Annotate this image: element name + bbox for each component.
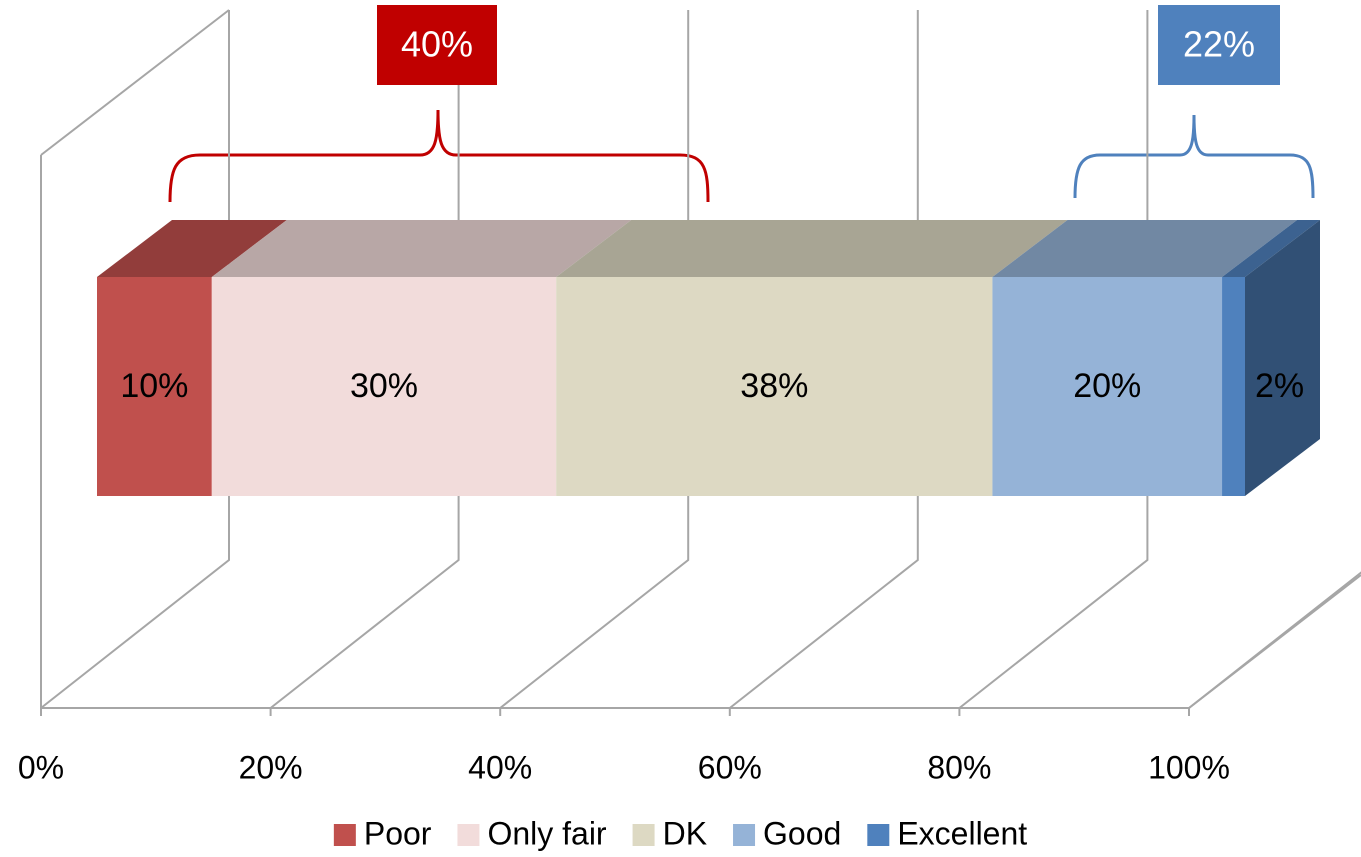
bar	[992, 277, 1223, 496]
x-tick-label: 0%	[18, 749, 64, 785]
grid-line	[269, 10, 460, 709]
annotation-box	[377, 5, 497, 85]
legend-label: Only fair	[487, 815, 606, 851]
bracket	[168, 109, 710, 203]
bar-top	[992, 220, 1298, 277]
data-label: 20%	[1073, 367, 1141, 405]
bar	[211, 277, 557, 496]
legend-swatch	[867, 824, 890, 846]
legend-swatch	[457, 824, 480, 846]
wall-edge	[40, 9, 230, 156]
bar-top	[97, 220, 287, 277]
legend: Poor Only fair DK Good Excellent	[333, 815, 1027, 851]
grid-line	[40, 10, 230, 709]
bracket	[1073, 114, 1315, 199]
x-tick-label: 40%	[468, 749, 532, 785]
grid-line	[958, 10, 1149, 709]
legend-swatch	[333, 824, 356, 846]
grid-line	[729, 10, 919, 709]
bar-top	[1222, 220, 1320, 277]
data-label: 10%	[120, 367, 188, 405]
bar	[556, 277, 993, 496]
legend-label: Excellent	[897, 815, 1027, 851]
data-label: 30%	[350, 367, 418, 405]
grid-line	[499, 10, 690, 709]
bar-side	[1245, 220, 1320, 496]
x-tick-label: 80%	[927, 749, 991, 785]
legend-label: Good	[763, 815, 841, 851]
annotation: 22%	[1183, 24, 1255, 65]
data-label: 2%	[1255, 367, 1304, 405]
legend-swatch	[733, 824, 756, 846]
bar-top	[211, 220, 632, 277]
x-tick-label: 100%	[1148, 749, 1230, 785]
grid-line	[1188, 571, 1361, 709]
annotation-box	[1158, 5, 1280, 85]
x-tick-label: 20%	[239, 749, 303, 785]
legend-swatch	[632, 824, 655, 846]
bar-top	[556, 220, 1068, 277]
data-label: 38%	[740, 367, 808, 405]
bar	[1222, 277, 1245, 496]
legend-label: Poor	[364, 815, 432, 851]
bar	[97, 277, 212, 496]
legend-label: DK	[663, 815, 707, 851]
x-tick-label: 60%	[698, 749, 762, 785]
annotation: 40%	[401, 24, 473, 65]
